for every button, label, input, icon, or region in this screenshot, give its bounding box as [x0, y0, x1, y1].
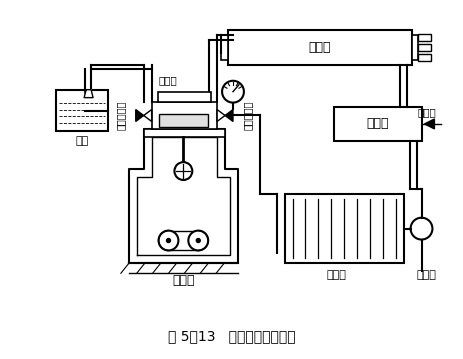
Polygon shape: [136, 109, 144, 121]
Polygon shape: [217, 109, 225, 121]
Text: 压缩机: 压缩机: [172, 274, 194, 287]
Circle shape: [196, 238, 200, 243]
Polygon shape: [144, 109, 151, 121]
Bar: [220, 35, 227, 60]
Circle shape: [188, 230, 208, 251]
Text: 图 5－13   系统抽真空操作图: 图 5－13 系统抽真空操作图: [168, 329, 295, 343]
Polygon shape: [225, 109, 232, 121]
Bar: [284, 194, 403, 264]
Bar: [227, 30, 411, 65]
Bar: [158, 113, 208, 127]
Bar: [151, 102, 217, 129]
Bar: [333, 107, 420, 141]
Polygon shape: [84, 90, 93, 98]
Text: 冷凝器: 冷凝器: [308, 41, 331, 54]
Text: 油杯: 油杯: [75, 136, 88, 146]
Bar: [417, 54, 431, 61]
Bar: [144, 129, 225, 137]
Text: 排气截止阀: 排气截止阀: [116, 101, 125, 130]
Bar: [411, 35, 417, 60]
Circle shape: [410, 218, 432, 239]
Text: 蒸发器: 蒸发器: [325, 270, 345, 280]
Circle shape: [158, 230, 178, 251]
Circle shape: [166, 238, 170, 243]
Bar: [417, 44, 431, 51]
Text: 出液阀: 出液阀: [416, 107, 435, 117]
Text: 排气管: 排气管: [158, 75, 177, 85]
Bar: [56, 90, 108, 131]
Polygon shape: [424, 119, 433, 129]
Circle shape: [222, 81, 244, 103]
Text: 贮液器: 贮液器: [366, 117, 388, 130]
Circle shape: [174, 162, 192, 180]
Polygon shape: [129, 129, 238, 264]
Bar: [417, 34, 431, 41]
Text: 吸气截止阀: 吸气截止阀: [242, 101, 252, 130]
Text: 膨胀阀: 膨胀阀: [416, 270, 436, 280]
Polygon shape: [137, 137, 230, 255]
Bar: [157, 92, 211, 102]
